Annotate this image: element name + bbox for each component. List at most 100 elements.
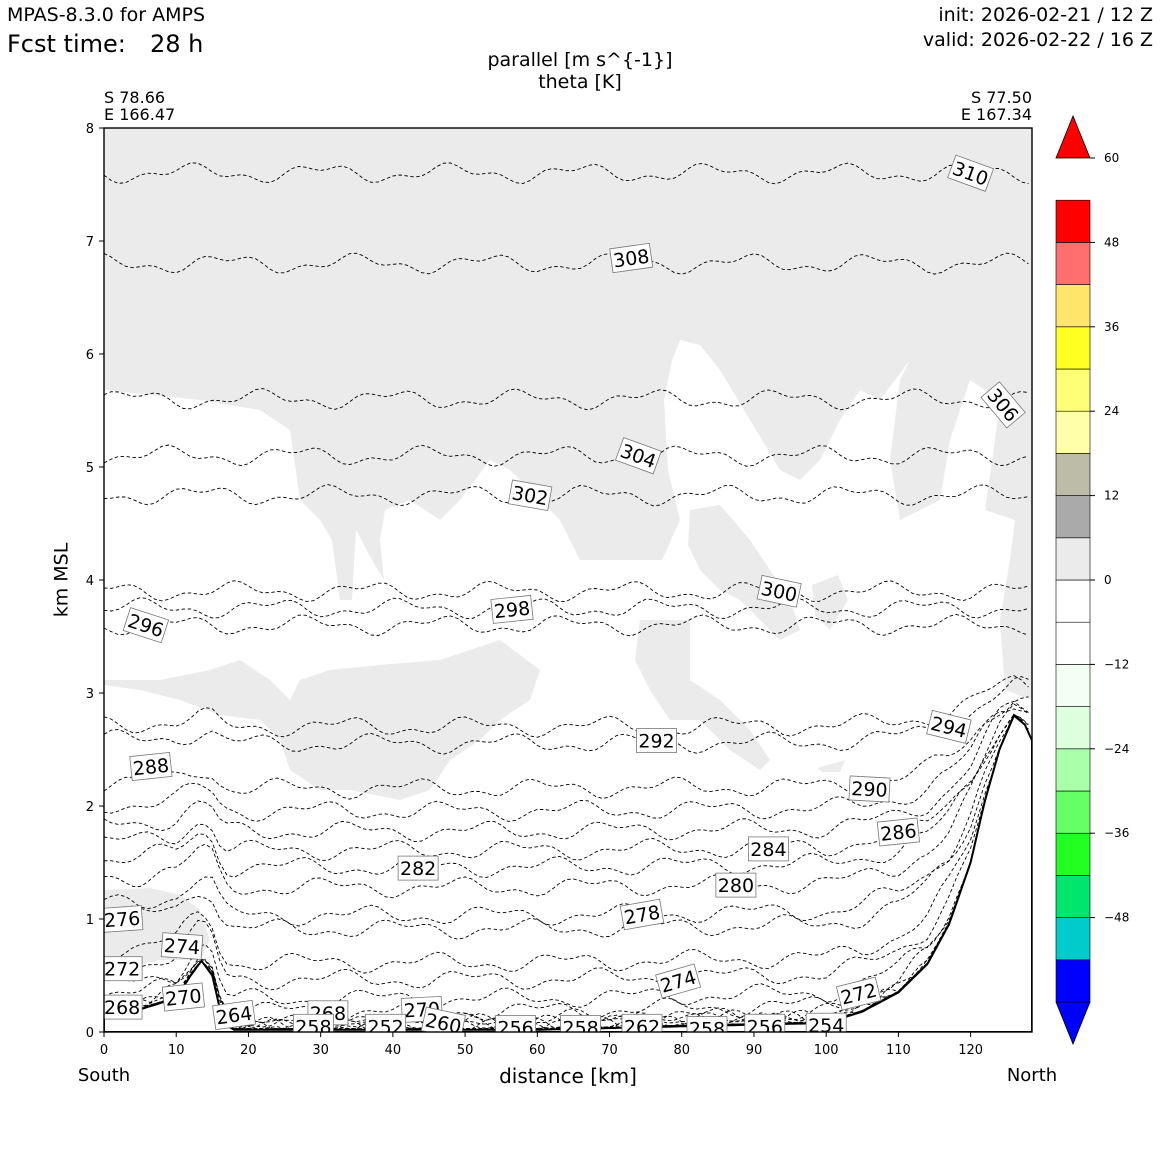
contour-label-text: 252 [367, 1016, 403, 1038]
y-axis-ticks: 0 1 2 3 4 5 6 7 8 [86, 122, 104, 1041]
contour-label-box [980, 381, 1026, 429]
colorbar-extend-low [1055, 1001, 1091, 1046]
contour-label-box [129, 752, 173, 781]
init-time: init: 2026-02-21 / 12 Z [938, 4, 1153, 26]
x-tick-label: 110 [886, 1043, 911, 1058]
contour-label-box [835, 976, 882, 1011]
contour-label-text: 270 [164, 985, 202, 1011]
theta-contour-300 [104, 580, 1029, 603]
contour-label-box [744, 1013, 786, 1032]
wind-shade-lower-mid [635, 620, 770, 770]
contour-label-308: 308 [609, 242, 654, 274]
contour-label-text: 264 [215, 1003, 254, 1030]
contour-label-box [212, 999, 256, 1031]
theta-contour-278 [104, 713, 1029, 927]
colorbar-segment [1055, 664, 1091, 707]
contour-label-box [715, 872, 757, 898]
theta-contour-272 [104, 713, 1029, 991]
theta-contour-310 [104, 162, 1029, 185]
contour-label-262: 262 [621, 1013, 663, 1038]
contour-label-text: 260 [423, 1009, 463, 1038]
colorbar-segment [1055, 199, 1091, 243]
contour-label-text: 296 [125, 610, 166, 642]
theta-contour-252 [104, 713, 1029, 1030]
x-tick-label: 70 [601, 1043, 618, 1058]
y-tick-label: 8 [86, 122, 94, 137]
x-tick-label: 40 [385, 1043, 402, 1058]
colorbar: 60 48 36 24 12 0 −12 −24 −36 −48 [1055, 114, 1129, 1046]
theta-contour-254 [104, 713, 1029, 1030]
contour-label-252: 252 [365, 1013, 407, 1038]
contour-label-270: 270 [161, 982, 205, 1012]
contour-label-278: 278 [619, 898, 665, 931]
colorbar-segment [1055, 748, 1091, 792]
contour-label-274: 274 [655, 963, 702, 999]
theta-contours [104, 162, 1029, 1030]
contour-label-258: 258 [686, 1016, 728, 1032]
contour-label-box [420, 1006, 466, 1032]
x-tick-label: 20 [240, 1043, 257, 1058]
contour-label-box [614, 437, 662, 475]
colorbar-tick-label: 60 [1104, 151, 1119, 165]
x-tick-label: 50 [457, 1043, 474, 1058]
y-tick-label: 4 [86, 574, 94, 589]
contour-label-text: 282 [400, 858, 436, 880]
contour-label-box [560, 1015, 601, 1032]
contour-label-box [292, 1013, 334, 1032]
colorbar-segment [1055, 579, 1091, 623]
theta-contour-262 [104, 713, 1029, 1030]
colorbar-tick-label: 24 [1104, 404, 1119, 418]
theta-contour-258 [104, 713, 1029, 1030]
theta-contour-264 [104, 713, 1029, 1030]
y-tick-label: 5 [86, 461, 94, 476]
colorbar-segment [1055, 368, 1091, 412]
start-lon: E 166.47 [104, 105, 176, 124]
contour-label-272: 272 [104, 956, 143, 982]
contour-label-text: 272 [104, 959, 140, 981]
y-tick-label: 3 [86, 687, 94, 702]
x-tick-label: 30 [312, 1043, 329, 1058]
y-tick-label: 6 [86, 348, 94, 363]
contour-label-box [876, 817, 920, 847]
contour-label-text: 262 [624, 1016, 660, 1038]
contour-label-box [160, 932, 204, 960]
south-label: South [77, 1065, 131, 1086]
theta-contour-274 [104, 713, 1029, 974]
contour-label-box [619, 898, 665, 931]
x-axis-label: distance [km] [499, 1064, 637, 1088]
contour-label-text: 294 [928, 713, 969, 743]
theta-contour-260 [104, 713, 1029, 1030]
theta-contour-labels: 3103083063043023002982962942922902882862… [103, 154, 1026, 1040]
contour-label-text: 276 [103, 908, 141, 932]
contour-label-text: 288 [132, 755, 170, 781]
contour-label-290: 290 [848, 775, 891, 803]
wind-shade-lower-right [812, 575, 848, 630]
contour-label-258: 258 [292, 1013, 334, 1038]
x-tick-label: 90 [746, 1043, 763, 1058]
colorbar-tick-label: −48 [1104, 911, 1129, 925]
theta-contour-276 [104, 713, 1029, 940]
contour-label-text: 298 [493, 598, 531, 624]
end-lon: E 167.34 [960, 105, 1032, 124]
contour-label-text: 268 [104, 997, 140, 1019]
wind-shade-upper [104, 128, 1032, 700]
valid-time: valid: 2026-02-22 / 16 Z [922, 29, 1153, 51]
contour-label-text: 258 [562, 1018, 598, 1040]
theta-contour-270 [104, 713, 1029, 1009]
theta-contour-286 [104, 700, 1029, 843]
contour-label-box [686, 1016, 728, 1032]
contour-label-box [507, 479, 553, 512]
terrain-profile [104, 713, 1032, 1032]
colorbar-segment [1055, 832, 1091, 876]
contour-label-296: 296 [122, 607, 170, 644]
wind-shade-lower-left [104, 640, 540, 800]
wind-shade-small [818, 760, 845, 772]
contour-label-box [104, 956, 143, 982]
contour-label-text: 308 [612, 246, 651, 273]
contour-label-286: 286 [876, 817, 920, 847]
contour-label-282: 282 [397, 855, 439, 881]
theta-contour-292 [104, 676, 1029, 755]
x-tick-label: 100 [814, 1043, 839, 1058]
contour-label-text: 258 [295, 1016, 331, 1038]
